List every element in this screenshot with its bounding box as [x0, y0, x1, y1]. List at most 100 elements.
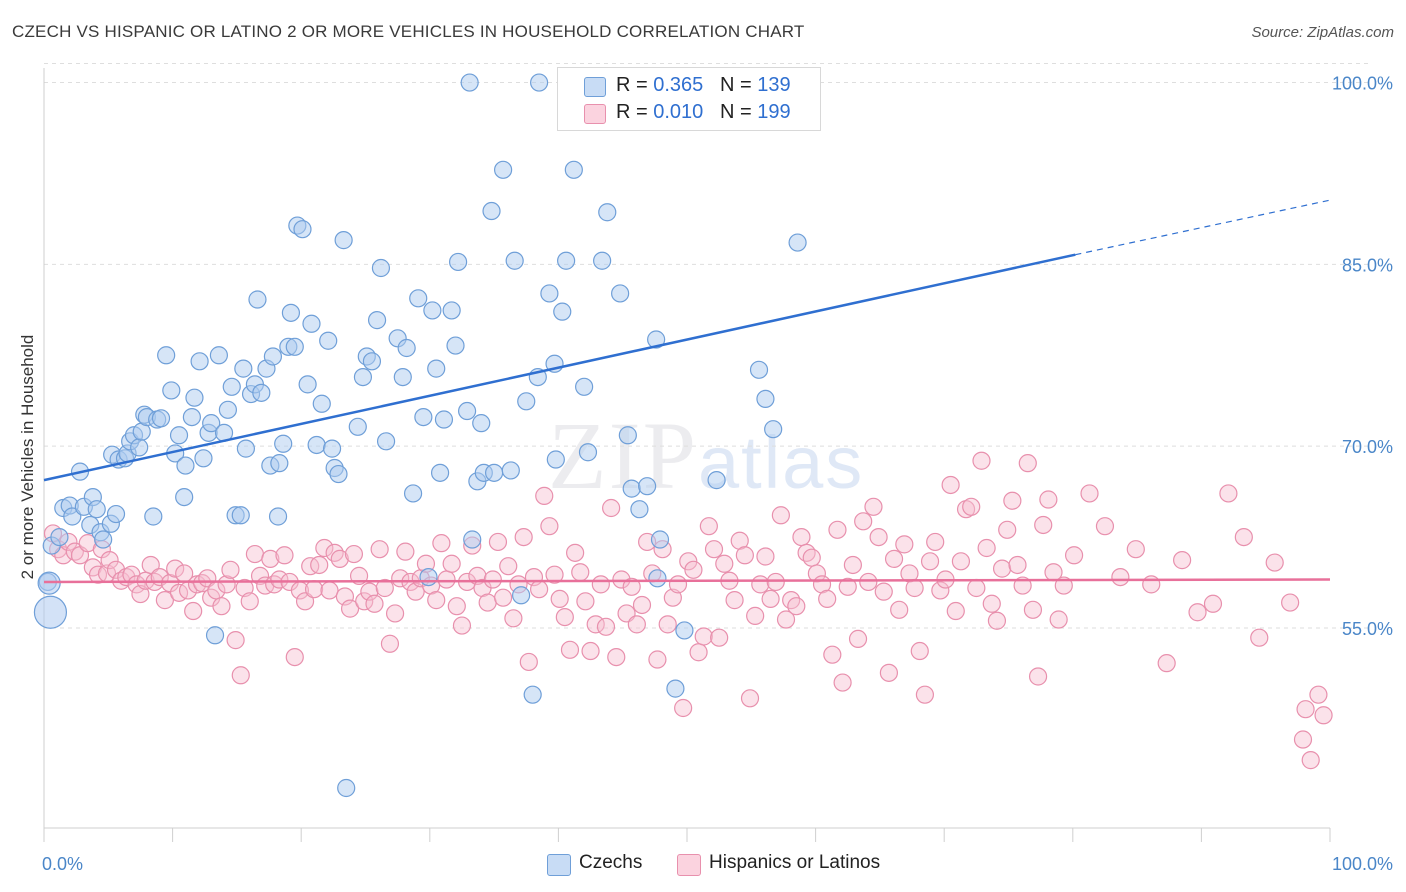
czech-data-point [376, 432, 396, 451]
hispanic-data-point [962, 497, 981, 516]
czech-data-point [222, 377, 241, 396]
czech-data-point [553, 302, 572, 321]
hispanics-label: Hispanics or Latinos [709, 852, 881, 873]
czech-data-point [414, 407, 433, 427]
czech-data-point [157, 346, 176, 365]
hispanic-data-point [704, 540, 724, 559]
czech-data-point [430, 463, 450, 482]
hispanic-data-point [1301, 751, 1320, 770]
czech-data-point [540, 284, 559, 303]
czech-data-point [409, 289, 428, 308]
hispanic-data-point [245, 544, 265, 564]
czech-data-point [175, 487, 194, 507]
hispanic-data-point [535, 486, 554, 505]
czechs-swatch [547, 854, 571, 876]
czech-data-point [268, 507, 288, 526]
hispanic-data-point [250, 566, 270, 585]
hispanic-data-point [550, 589, 569, 609]
czech-data-point [130, 438, 149, 457]
czech-data-point [648, 569, 667, 588]
czech-data-point [512, 586, 531, 605]
hispanic-data-point [1039, 490, 1058, 509]
hispanic-data-point [340, 599, 360, 618]
czech-data-point [393, 367, 412, 387]
czech-data-point [252, 383, 271, 402]
czech-points-layer [33, 73, 811, 798]
czech-data-point [218, 400, 237, 419]
hispanic-data-point [447, 597, 466, 616]
hispanic-data-point [998, 520, 1017, 539]
czech-data-point [281, 303, 301, 322]
hispanic-data-point [184, 601, 203, 621]
czech-data-point [182, 407, 201, 427]
hispanic-trend-line [43, 578, 1331, 584]
hispanic-data-point [869, 527, 888, 547]
hispanic-data-point [437, 570, 456, 589]
hispanic-data-point [1111, 567, 1130, 587]
hispanic-data-point [385, 604, 405, 623]
czech-data-point [63, 507, 82, 526]
hispanic-data-point [452, 616, 472, 635]
czech-data-point [578, 443, 598, 462]
hispanic-data-point [504, 609, 523, 628]
czech-data-point [618, 426, 637, 445]
czech-data-point [557, 251, 576, 270]
czech-data-point [575, 377, 594, 396]
hispanic-data-point [818, 589, 837, 609]
stats-legend: R = 0.365 N = 139 R = 0.010 N = 199 [557, 67, 821, 131]
czech-data-point [397, 338, 416, 358]
czech-data-point [403, 484, 423, 503]
hispanic-data-point [226, 631, 245, 650]
czech-data-point [162, 381, 181, 400]
hispanic-data-point [792, 527, 811, 547]
czech-data-point [427, 359, 446, 378]
czech-data-point [348, 417, 367, 436]
hispanic-data-point [100, 551, 119, 570]
czech-data-point [423, 301, 442, 320]
hispanic-data-point [365, 594, 384, 613]
hispanic-data-point [864, 497, 883, 516]
hispanic-data-point [1250, 628, 1269, 647]
czech-data-point [151, 409, 171, 428]
czech-data-point [448, 252, 468, 272]
czech-data-point [546, 450, 565, 469]
y-axis-label: 2 or more Vehicles in Household [18, 335, 37, 580]
hispanic-data-point [663, 588, 682, 607]
hispanic-data-point [823, 645, 842, 664]
czechs-label: Czechs [579, 852, 643, 873]
hispanic-data-point [746, 606, 765, 625]
hispanic-data-point [1054, 576, 1073, 595]
czech-data-point [169, 426, 189, 445]
y-tick-label: 85.0% [1342, 255, 1393, 275]
hispanic-data-point [519, 652, 538, 672]
czech-data-point [666, 679, 685, 698]
hispanic-data-point [131, 584, 150, 604]
czech-data-point [302, 314, 321, 333]
czech-trend-extension [1075, 199, 1331, 256]
hispanic-data-point [828, 520, 847, 539]
czech-data-point [463, 530, 482, 549]
czech-data-point [362, 352, 382, 371]
hispanic-data-point [315, 538, 334, 558]
hispanic-data-point [304, 580, 324, 599]
hispanic-data-point [833, 673, 852, 692]
hispanic-data-point [285, 647, 304, 667]
hispanic-data-point [1234, 527, 1253, 547]
hispanic-data-point [514, 527, 533, 547]
czech-data-point [322, 439, 342, 458]
czech-data-point-large [33, 595, 68, 629]
czech-data-point [293, 220, 312, 239]
hispanic-data-point [951, 552, 971, 571]
czech-data-point [337, 778, 356, 798]
czech-data-point [434, 410, 454, 429]
czech-data-point [270, 454, 289, 473]
hispanic-data-point [771, 506, 790, 525]
hispanic-data-point [155, 591, 174, 610]
hispanic-data-point [679, 552, 698, 571]
y-tick-label: 70.0% [1342, 437, 1393, 457]
hispanic-data-point [310, 555, 329, 575]
hispanic-data-point [689, 643, 708, 662]
series-legend: Czechs Hispanics or Latinos [0, 852, 1406, 878]
czech-data-point [564, 160, 583, 179]
hispanic-data-point [591, 575, 610, 594]
